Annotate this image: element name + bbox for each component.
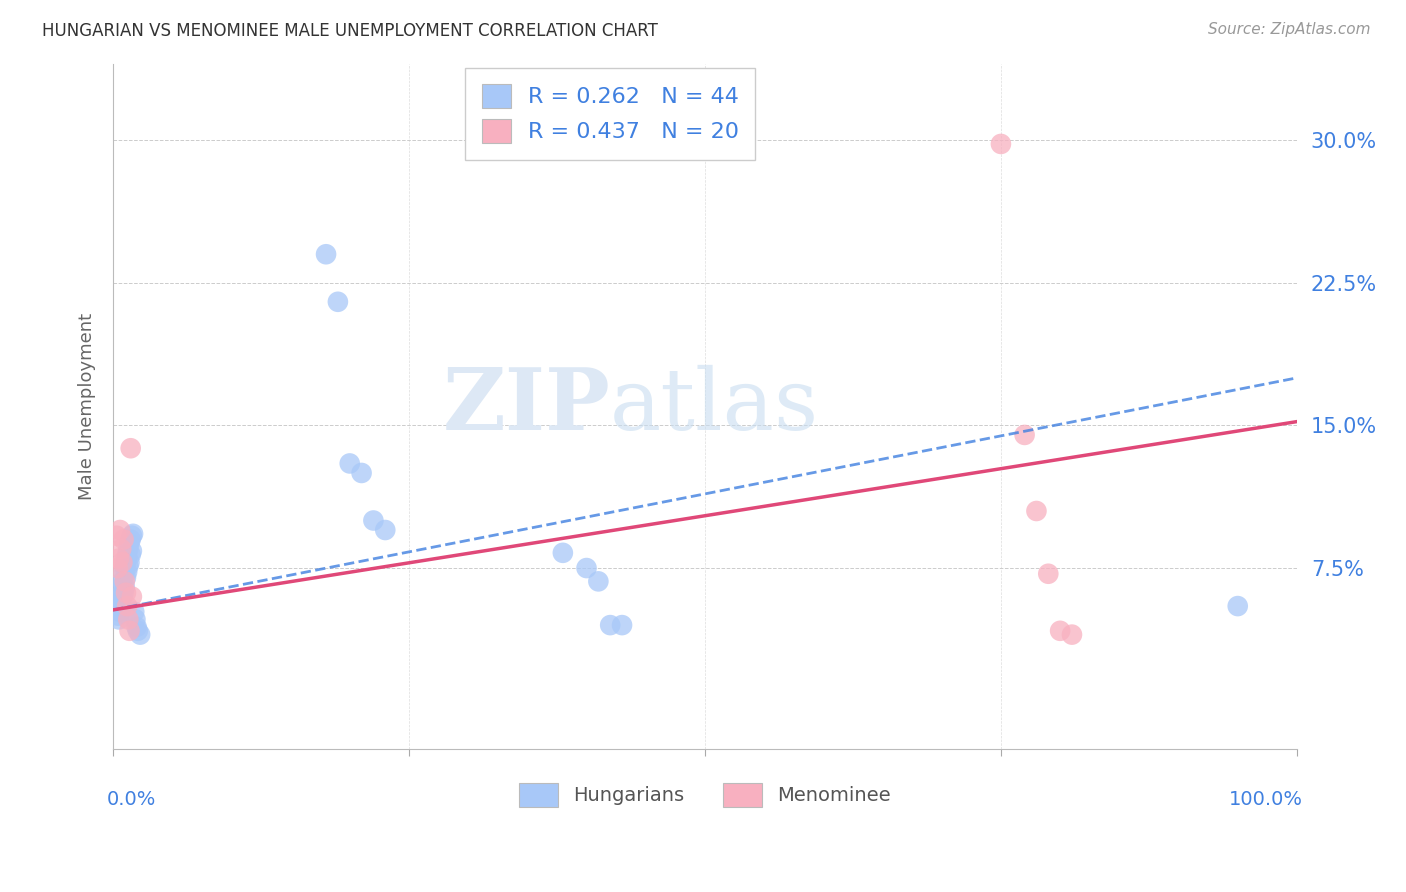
Point (118, 624, 141, 638)
Point (122, 526, 145, 541)
Point (111, 590, 134, 604)
Point (115, 565, 138, 579)
Point (1014, 428, 1036, 442)
Point (112, 586, 135, 600)
Point (107, 561, 129, 575)
Point (108, 523, 131, 537)
Point (125, 620, 148, 634)
Point (610, 618, 633, 632)
Point (315, 247, 337, 261)
Point (114, 580, 136, 594)
Point (117, 612, 139, 626)
Text: ZIP: ZIP (443, 365, 610, 449)
Point (108, 605, 131, 619)
Point (1060, 627, 1083, 641)
Point (575, 561, 598, 575)
Point (1038, 566, 1060, 581)
Y-axis label: Male Unemployment: Male Unemployment (79, 313, 96, 500)
Point (121, 544, 143, 558)
Point (117, 559, 139, 574)
Point (374, 523, 396, 537)
Point (110, 580, 132, 594)
Point (112, 566, 135, 581)
Point (112, 533, 135, 547)
Point (121, 590, 143, 604)
Text: HUNGARIAN VS MENOMINEE MALE UNEMPLOYMENT CORRELATION CHART: HUNGARIAN VS MENOMINEE MALE UNEMPLOYMENT… (42, 22, 658, 40)
Point (588, 574, 610, 589)
Point (114, 574, 136, 589)
Point (117, 542, 139, 557)
Point (110, 542, 132, 557)
Point (108, 593, 131, 607)
Point (121, 529, 143, 543)
Point (111, 555, 134, 569)
Point (326, 294, 349, 309)
Point (105, 529, 128, 543)
Point (599, 618, 621, 632)
Point (107, 608, 129, 623)
Point (118, 536, 141, 550)
Text: 100.0%: 100.0% (1229, 789, 1303, 809)
Point (124, 612, 146, 626)
Point (110, 599, 132, 613)
Point (339, 457, 361, 471)
Point (990, 136, 1012, 151)
Point (108, 590, 131, 604)
Point (127, 624, 149, 638)
Point (115, 555, 138, 569)
Point (1049, 624, 1071, 638)
Text: 0.0%: 0.0% (107, 789, 156, 809)
Point (363, 514, 385, 528)
Point (129, 627, 152, 641)
Point (122, 605, 145, 619)
Point (115, 570, 138, 584)
Point (115, 586, 138, 600)
Point (551, 546, 574, 560)
Point (114, 561, 136, 575)
Point (1226, 599, 1249, 613)
Point (108, 551, 131, 566)
Point (115, 548, 138, 562)
Point (120, 533, 142, 547)
Legend: Hungarians, Menominee: Hungarians, Menominee (510, 775, 898, 814)
Text: Source: ZipAtlas.com: Source: ZipAtlas.com (1208, 22, 1371, 37)
Point (111, 574, 134, 589)
Point (1025, 504, 1047, 518)
Point (108, 612, 131, 626)
Point (115, 599, 138, 613)
Text: atlas: atlas (610, 365, 820, 448)
Point (120, 442, 142, 456)
Point (105, 599, 128, 613)
Point (120, 548, 142, 562)
Point (118, 555, 141, 569)
Point (350, 466, 373, 480)
